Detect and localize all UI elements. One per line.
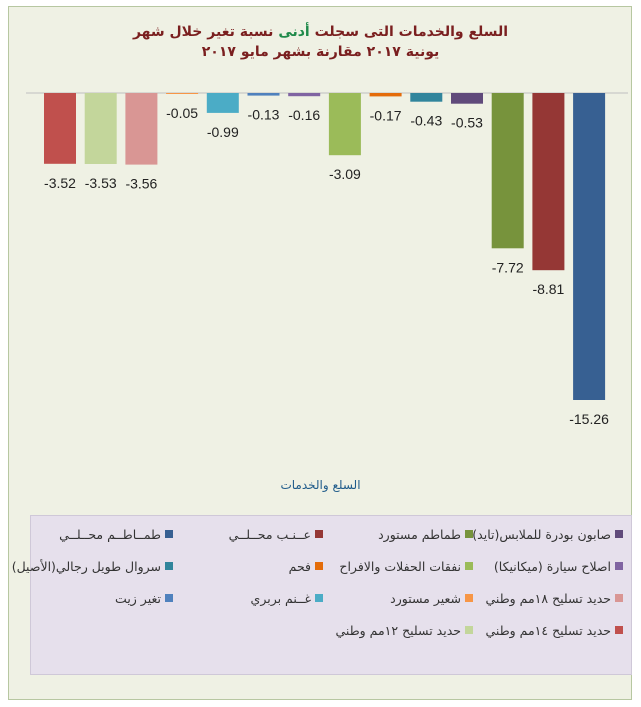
value-label-1: -3.52 (44, 175, 76, 191)
legend-swatch (465, 626, 473, 634)
value-label-13: -8.81 (532, 281, 564, 297)
legend-swatch (615, 626, 623, 634)
legend: صابون بودرة للملابس(تايد) طماطم مستورد عــ… (12, 515, 632, 675)
legend-label: اصلاح سيارة (ميكانيكا) (493, 558, 611, 574)
legend-swatch (615, 530, 623, 538)
legend-item: حديد تسليح ١٤مم وطني (473, 620, 623, 640)
bar-14 (573, 93, 606, 400)
legend-swatch (315, 594, 323, 602)
bar-9 (369, 93, 402, 97)
legend-label: طماطم مستورد (378, 526, 461, 542)
legend-swatch (615, 562, 623, 570)
value-label-9: -0.17 (370, 107, 402, 123)
chart-title-line-2: يونية ٢٠١٧ مقارنة بشهر مايو ٢٠١٧ (201, 44, 440, 60)
value-label-8: -3.09 (329, 166, 361, 182)
legend-item: تغير زيت (23, 588, 173, 608)
legend-label: شعير مستورد (390, 590, 461, 606)
value-label-5: -0.99 (207, 124, 239, 140)
bar-2 (84, 93, 117, 164)
bar-1 (44, 93, 76, 164)
legend-swatch (315, 562, 323, 570)
legend-label: صابون بودرة للملابس(تايد) (472, 526, 611, 542)
legend-item: غــنم بربري (173, 588, 323, 608)
bar-11 (451, 93, 483, 104)
legend-item: سروال طويل رجالي(الأصيل) (12, 556, 173, 576)
value-label-14: -15.26 (569, 411, 609, 427)
legend-item: نفقات الحفلات والافراح (323, 556, 473, 576)
legend-swatch (165, 562, 173, 570)
bar-13 (532, 93, 565, 271)
legend-label: غــنم بربري (250, 590, 311, 606)
bar-5 (206, 93, 239, 113)
bars-layer (44, 93, 606, 400)
title-line1-pre: السلع والخدمات التى سجلت (309, 24, 509, 40)
title-line1-post: نسبة تغير خلال شهر (132, 24, 279, 40)
value-label-2: -3.53 (85, 175, 117, 191)
value-label-6: -0.13 (248, 107, 280, 123)
legend-swatch (315, 530, 323, 538)
bar-6 (247, 93, 280, 96)
legend-swatch (465, 562, 473, 570)
legend-label: حديد تسليح ١٨مم وطني (485, 590, 612, 606)
bar-8 (328, 93, 361, 156)
bar-7 (288, 93, 321, 97)
legend-label: سروال طويل رجالي(الأصيل) (11, 558, 161, 574)
title-line1-highlight: أدنى (278, 24, 310, 40)
legend-label: تغير زيت (115, 590, 161, 606)
value-label-12: -7.72 (492, 259, 524, 275)
legend-item: اصلاح سيارة (ميكانيكا) (473, 556, 623, 576)
value-label-7: -0.16 (288, 107, 320, 123)
legend-item: صابون بودرة للملابس(تايد) (472, 524, 623, 544)
x-axis-title: السلع والخدمات (280, 478, 361, 492)
legend-swatch (465, 594, 473, 602)
legend-item: عــنـب محــلــي (173, 524, 323, 544)
legend-swatch (615, 594, 623, 602)
legend-swatch (465, 530, 473, 538)
legend-label: عــنـب محــلــي (228, 526, 311, 542)
bar-3 (125, 93, 158, 165)
legend-label: حديد تسليح ١٢مم وطني (335, 622, 462, 638)
legend-item: طمــاطــم محــلــي (23, 524, 173, 544)
legend-swatch (165, 594, 173, 602)
value-label-3: -3.56 (125, 176, 157, 192)
bar-10 (410, 93, 443, 102)
legend-label: حديد تسليح ١٤مم وطني (485, 622, 612, 638)
value-label-11: -0.53 (451, 115, 483, 131)
legend-label: طمــاطــم محــلــي (59, 526, 161, 542)
bar-4 (166, 93, 199, 94)
value-label-10: -0.43 (410, 113, 442, 129)
legend-item: طماطم مستورد (323, 524, 473, 544)
legend-item: حديد تسليح ١٨مم وطني (473, 588, 623, 608)
legend-item: حديد تسليح ١٢مم وطني (323, 620, 473, 640)
value-labels-layer: -3.52 -3.53 -3.56 -0.05 -0.99 -0.13 -0.16 -3.09… (44, 105, 609, 427)
legend-item: شعير مستورد (323, 588, 473, 608)
legend-swatch (165, 530, 173, 538)
chart-title-line-1: السلع والخدمات التى سجلت أدنى نسبة تغير … (0, 24, 641, 40)
legend-item: فحم (173, 556, 323, 576)
legend-label: فحم (288, 558, 311, 574)
legend-label: نفقات الحفلات والافراح (339, 558, 461, 574)
bar-12 (491, 93, 524, 249)
value-label-4: -0.05 (166, 105, 198, 121)
